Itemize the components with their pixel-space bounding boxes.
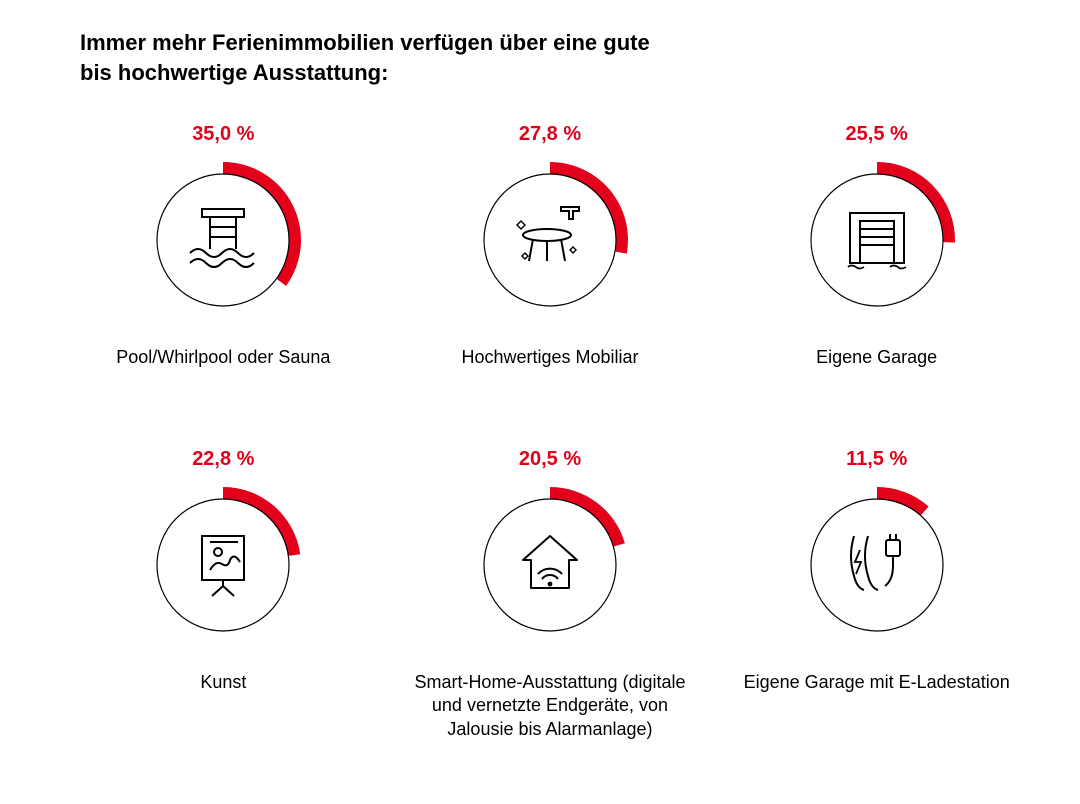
stat-card: 25,5 % Eigene Garage [733,123,1020,369]
art-icon [184,526,262,604]
infographic-grid: 35,0 % Pool/Whirlpool oder Sauna 27,8 % [80,123,1020,741]
stat-label: Hochwertiges Mobiliar [461,346,638,369]
stat-label: Eigene Garage [816,346,937,369]
stat-card: 20,5 % Smart-Home-Ausstattung (digitale … [407,448,694,741]
stat-label: Smart-Home-Ausstattung (digitale und ver… [407,671,694,741]
donut-chart [143,485,303,645]
percent-label: 22,8 % [192,448,254,471]
smarthome-icon [511,526,589,604]
stat-card: 35,0 % Pool/Whirlpool oder Sauna [80,123,367,369]
percent-label: 25,5 % [846,123,908,146]
percent-label: 35,0 % [192,123,254,146]
stat-label: Kunst [200,671,246,694]
donut-chart [797,485,957,645]
furniture-icon [511,201,589,279]
page-title: Immer mehr Ferienimmobilien verfügen übe… [80,28,680,87]
charging-icon [838,526,916,604]
donut-chart [143,160,303,320]
stat-card: 27,8 % Hochwertiges Mobiliar [407,123,694,369]
donut-chart [470,160,630,320]
percent-label: 27,8 % [519,123,581,146]
percent-label: 20,5 % [519,448,581,471]
stat-label: Pool/Whirlpool oder Sauna [116,346,330,369]
pool-icon [184,201,262,279]
donut-chart [797,160,957,320]
stat-card: 22,8 % Kunst [80,448,367,741]
percent-label: 11,5 % [846,448,907,471]
donut-chart [470,485,630,645]
garage-icon [838,201,916,279]
stat-card: 11,5 % Eigene Garage mit E-Ladestation [733,448,1020,741]
stat-label: Eigene Garage mit E-Ladestation [744,671,1010,694]
